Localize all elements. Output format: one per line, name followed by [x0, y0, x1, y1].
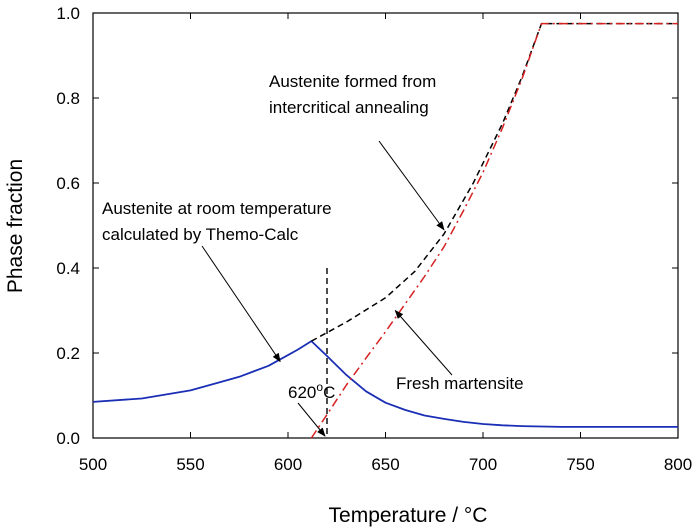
y-tick-label: 1.0	[56, 4, 80, 23]
temp-620-label: 620oC	[288, 380, 335, 402]
x-tick-label: 750	[566, 455, 594, 474]
annotation-text: Fresh martensite	[396, 374, 524, 393]
axis-ticks	[92, 12, 679, 439]
annotation-text: calculated by Themo-Calc	[102, 225, 299, 244]
annotation-arrow	[378, 140, 445, 231]
y-tick-label: 0.2	[56, 344, 80, 363]
annotation-layer: Austenite formed from intercritical annea…	[102, 72, 524, 437]
series-layer	[92, 22, 678, 439]
annotation-text: intercritical annealing	[269, 98, 429, 117]
annotation-arrow	[201, 245, 281, 363]
annotation-text: Austenite formed from	[269, 72, 436, 91]
y-tick-label: 0.0	[56, 429, 80, 448]
tick-labels: 500 550 600 650 700 750 800 0.0 0.2 0.4 0.6 0.8 1.0	[56, 4, 692, 474]
temp-620-arrow	[297, 402, 326, 437]
x-tick-label: 550	[176, 455, 204, 474]
x-tick-label: 650	[371, 455, 399, 474]
y-axis-title: Phase fraction	[4, 159, 27, 293]
series-line-solid	[92, 340, 678, 428]
y-tick-label: 0.8	[56, 89, 80, 108]
x-tick-label: 500	[79, 455, 107, 474]
x-tick-label: 700	[469, 455, 497, 474]
annotation-text: Austenite at room temperature	[102, 199, 332, 218]
x-tick-label: 800	[664, 455, 692, 474]
annotation-arrow	[394, 309, 453, 376]
y-tick-label: 0.6	[56, 174, 80, 193]
x-tick-label: 600	[274, 455, 302, 474]
series-line-dashed	[311, 22, 678, 342]
series-line-dash-dot	[310, 22, 678, 439]
y-tick-label: 0.4	[56, 259, 80, 278]
x-axis-title: Temperature / °C	[329, 504, 488, 527]
